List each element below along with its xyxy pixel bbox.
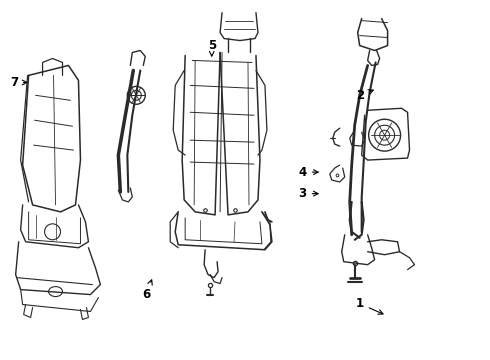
- Text: 6: 6: [142, 280, 152, 301]
- Text: 1: 1: [356, 297, 383, 314]
- Text: 4: 4: [298, 166, 318, 179]
- Text: 7: 7: [10, 76, 27, 89]
- Text: 5: 5: [208, 39, 216, 56]
- Text: 2: 2: [356, 89, 373, 102]
- Text: 3: 3: [298, 187, 318, 200]
